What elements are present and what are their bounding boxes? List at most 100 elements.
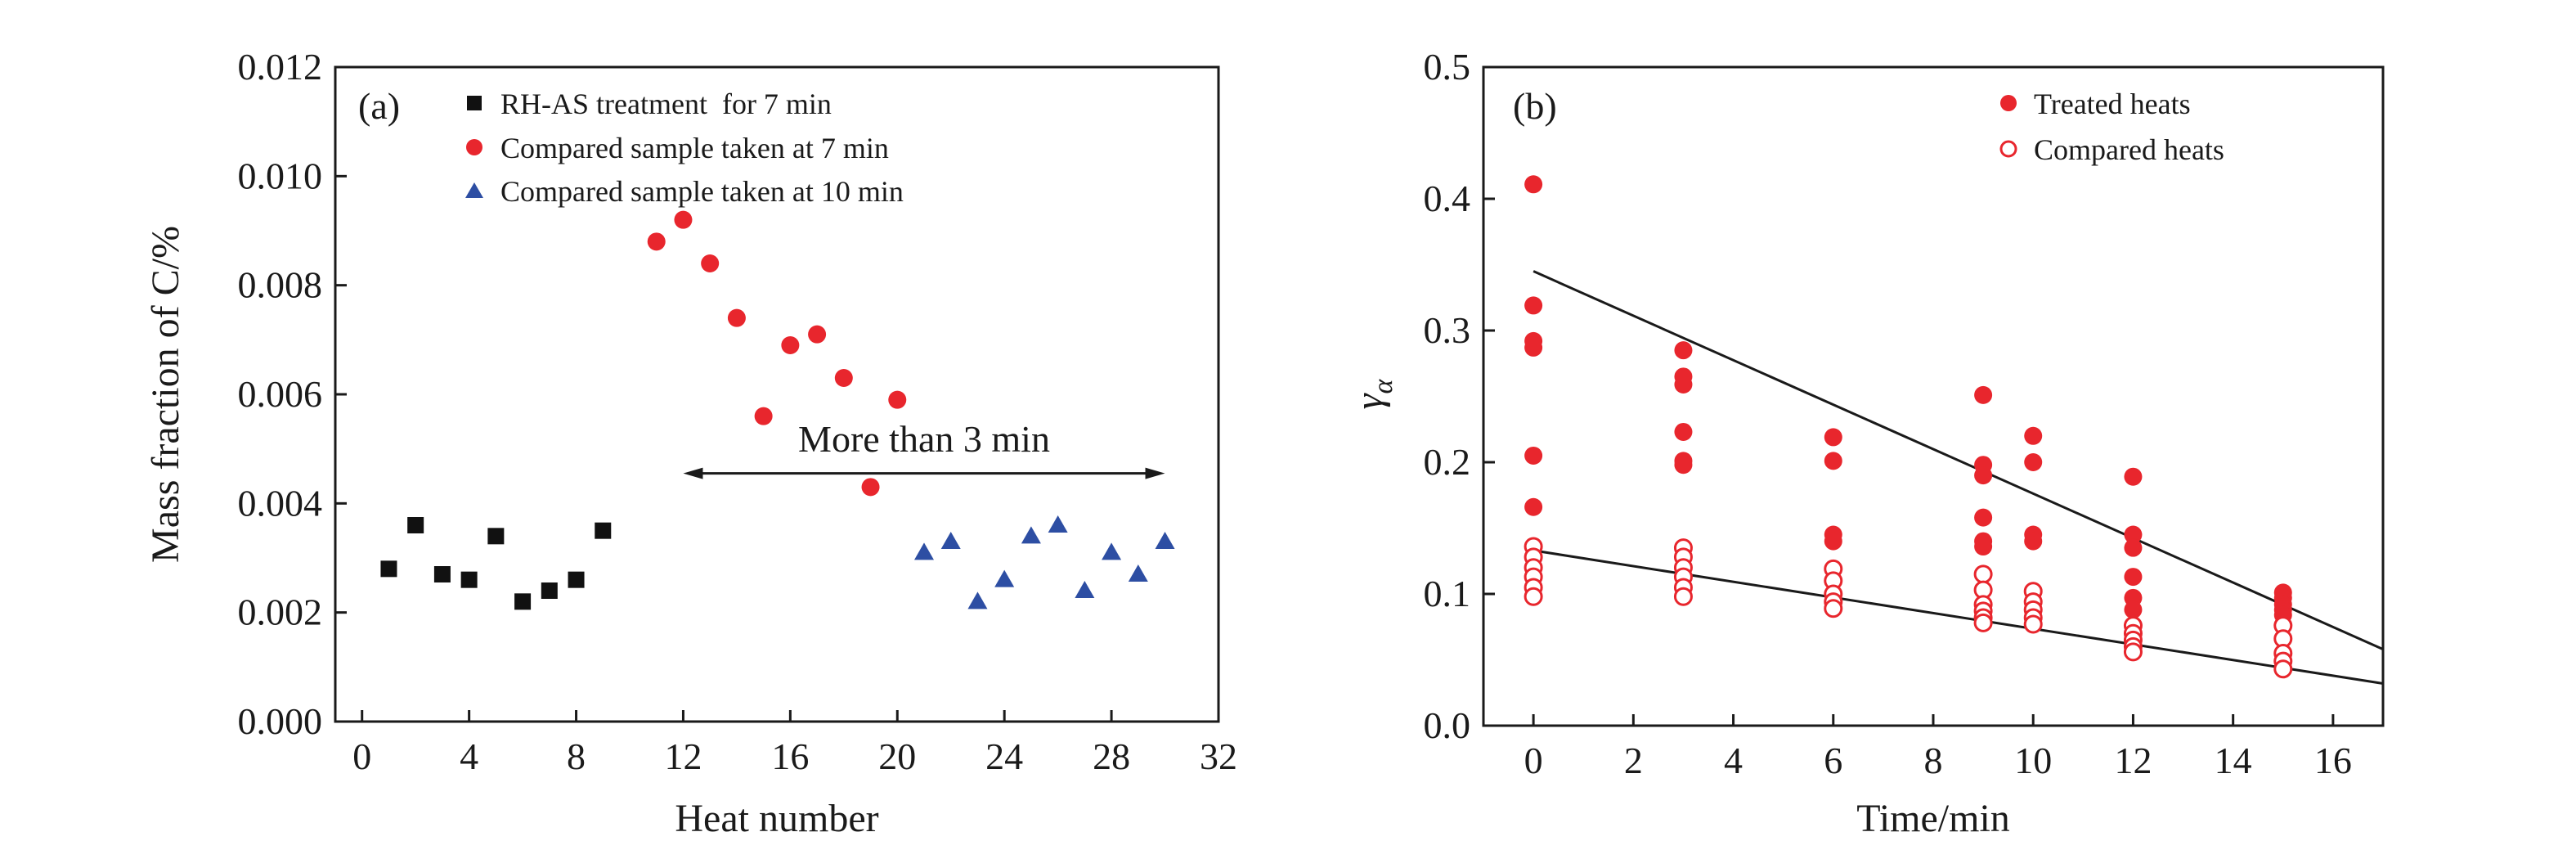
y-tick-label: 0.2 [1424,441,1471,483]
data-point-circle [1524,497,1543,516]
panel-a-legend-marker-circle [466,139,482,155]
y-axis-gamma: γ [1348,393,1391,409]
data-point-open-circle [1824,599,1843,618]
panel-a-legend-marker-triangle [465,182,483,198]
y-tick-label: 0.006 [238,373,323,415]
data-point-open-circle [2023,614,2043,634]
data-point-open-circle [2123,642,2143,662]
panel-a-annotation: More than 3 min [683,418,1165,479]
x-tick-label: 0 [352,735,371,777]
data-point-triangle [1048,515,1068,533]
panel-a-legend-label-1: RH-AS treatment for 7 min [500,88,832,120]
data-point-circle [861,478,880,497]
data-point-circle [2024,532,2043,551]
panel-a-data-points [380,210,1175,610]
data-point-circle [674,210,693,229]
data-point-circle [1524,446,1543,465]
data-point-circle [2124,467,2143,486]
data-point-circle [1824,532,1842,551]
panel-b-chart: 0 2 4 6 8 10 12 14 16 0.0 0.1 0.2 0.3 0.4 0.5 (b) Tim… [1348,46,2385,840]
data-point-square [433,566,451,582]
data-point-circle [1824,452,1842,470]
data-point-circle [1974,466,1993,485]
fit-line [1533,270,2384,650]
data-point-square [380,560,397,578]
data-point-triangle [1102,542,1122,560]
y-axis-subscript-alpha: α [1368,378,1398,394]
y-tick-label: 0.0 [1424,704,1471,746]
data-point-open-circle [1673,587,1693,606]
y-tick-label: 0.004 [238,482,323,524]
data-point-circle [647,232,666,251]
x-tick-label: 14 [2215,740,2252,781]
panel-b-y-axis-title: γα [1348,378,1398,409]
data-point-circle [781,336,800,354]
data-point-circle [1974,385,1993,404]
x-tick-label: 8 [1924,740,1943,781]
data-point-open-circle [2273,659,2293,679]
data-point-circle [1974,508,1993,527]
data-point-circle [834,369,853,387]
data-point-triangle [1021,526,1041,544]
data-point-circle [1824,428,1842,447]
panel-a-y-axis-title: Mass fraction of C/% [144,226,187,563]
panel-b-legend-marker-filled [2000,95,2017,111]
panel-b-data-points [1524,175,2293,679]
panel-a-legend-label-3: Compared sample taken at 10 min [500,175,904,208]
x-tick-label: 0 [1524,740,1543,781]
panel-a-legend: RH-AS treatment for 7 min Compared sampl… [465,88,904,208]
fit-line [1533,549,2384,685]
data-point-open-circle [1973,613,1993,632]
data-point-triangle [1075,581,1095,598]
data-point-circle [808,325,827,344]
panel-b-x-tick-labels: 0 2 4 6 8 10 12 14 16 [1524,740,2352,781]
panel-b-x-axis-title: Time/min [1856,797,2010,840]
x-tick-label: 12 [2114,740,2152,781]
x-tick-label: 28 [1093,735,1130,777]
data-point-triangle [967,591,988,609]
x-tick-label: 16 [771,735,809,777]
panel-b-legend-marker-open [1999,140,2017,158]
data-point-circle [727,308,746,327]
data-point-square [595,522,612,539]
arrow-head-left [683,467,703,479]
panel-a-x-axis-title: Heat number [675,797,878,840]
x-tick-label: 8 [567,735,586,777]
data-point-triangle [1128,564,1148,582]
x-tick-label: 24 [985,735,1023,777]
data-point-circle [2124,568,2143,587]
data-point-circle [1524,296,1543,315]
y-tick-label: 0.5 [1424,46,1471,88]
x-tick-label: 16 [2314,740,2352,781]
data-point-circle [1674,341,1693,360]
data-point-circle [1974,537,1993,556]
x-tick-label: 20 [878,735,916,777]
data-point-square [407,517,424,533]
panel-b-legend-label-1: Treated heats [2034,88,2191,120]
data-point-square [487,528,505,545]
panel-b-y-tick-labels: 0.0 0.1 0.2 0.3 0.4 0.5 [1424,46,1471,746]
data-point-circle [1524,175,1543,194]
data-point-circle [2024,453,2043,471]
data-point-circle [1674,422,1693,441]
x-tick-label: 10 [2014,740,2052,781]
data-point-circle [2124,525,2143,544]
panel-a-label: (a) [358,85,400,127]
panel-a-chart: 0 4 8 12 16 20 24 28 32 0.0000.0020.0040.0060.00… [144,46,1237,840]
panel-b-legend-label-2: Compared heats [2034,133,2224,166]
arrow-head-right [1145,467,1165,479]
data-point-triangle [940,532,961,549]
panel-a-ticks [335,65,1220,723]
x-tick-label: 4 [1724,740,1743,781]
data-point-circle [1524,338,1543,357]
data-point-square [514,593,532,610]
data-point-circle [1674,456,1693,474]
data-point-square [460,571,478,588]
data-point-circle [1674,376,1693,394]
y-tick-label: 0.000 [238,700,323,742]
more-than-3-min-label: More than 3 min [798,418,1050,460]
panel-a-legend-marker-square [467,96,482,110]
panel-a-y-tick-labels: 0.000 0.002 0.004 0.006 0.008 0.010 0.012 [238,46,323,742]
y-tick-label: 0.012 [238,46,323,88]
x-tick-label: 32 [1200,735,1237,777]
